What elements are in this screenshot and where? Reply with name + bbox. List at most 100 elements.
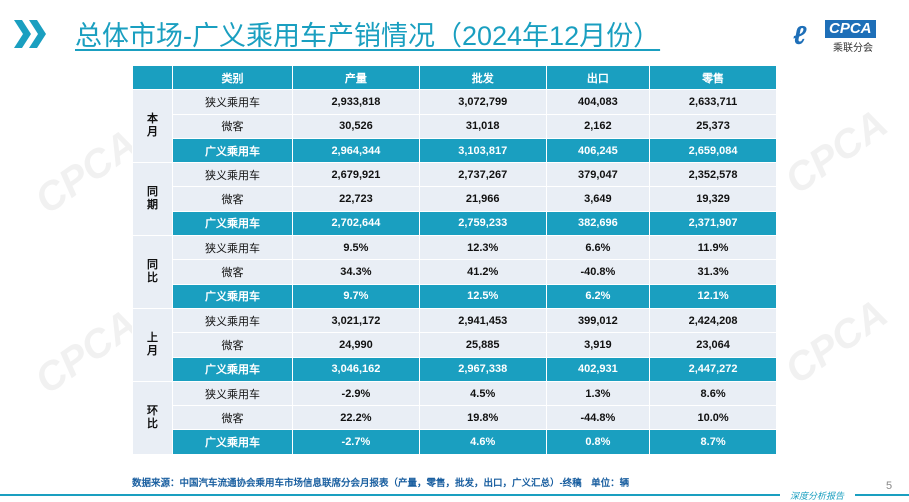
value-cell: -2.7% xyxy=(292,429,420,455)
value-cell: 24,990 xyxy=(292,332,420,358)
table-header: 类别 产量 批发 出口 零售 xyxy=(132,64,777,91)
column-header: 产量 xyxy=(292,64,420,91)
value-cell: 9.7% xyxy=(292,283,420,309)
watermark: CPCA xyxy=(27,301,146,403)
value-cell: 12.3% xyxy=(418,235,547,261)
value-cell: 9.5% xyxy=(292,235,420,261)
value-cell: 41.2% xyxy=(418,259,547,285)
value-cell: 22.2% xyxy=(292,405,420,431)
value-cell: 4.5% xyxy=(418,380,547,407)
value-cell: 30,526 xyxy=(292,113,420,139)
category-cell: 微客 xyxy=(172,186,293,212)
value-cell: 25,373 xyxy=(649,113,777,139)
value-cell: 404,083 xyxy=(545,89,651,115)
value-cell: 25,885 xyxy=(418,332,547,358)
footer-divider xyxy=(855,494,909,496)
footer-divider xyxy=(0,494,780,496)
value-cell: 6.2% xyxy=(545,283,651,309)
value-cell: 31,018 xyxy=(418,113,547,139)
column-header: 出口 xyxy=(545,64,651,91)
value-cell: 19,329 xyxy=(649,186,777,212)
value-cell: 12.5% xyxy=(418,283,547,309)
column-header: 批发 xyxy=(418,64,547,91)
value-cell: 379,047 xyxy=(545,162,651,188)
value-cell: 2,633,711 xyxy=(649,89,777,115)
data-source-note: 数据来源：中国汽车流通协会乘用车市场信息联席分会月报表（产量，零售，批发，出口，… xyxy=(132,478,630,489)
category-cell: 狭义乘用车 xyxy=(172,380,293,407)
column-header xyxy=(132,64,173,91)
value-cell: 12.1% xyxy=(649,283,777,309)
table-row: 微客 22.2% 19.8% -44.8% 10.0% xyxy=(133,405,777,431)
value-cell: 2,371,907 xyxy=(649,210,777,237)
table-row: 微客 30,526 31,018 2,162 25,373 xyxy=(133,113,777,139)
table-row: 广义乘用车 2,964,344 3,103,817 406,245 2,659,084 xyxy=(133,137,777,164)
value-cell: 382,696 xyxy=(545,210,651,237)
column-header: 类别 xyxy=(172,64,293,91)
value-cell: 2,679,921 xyxy=(292,162,420,188)
group-label: 上月 xyxy=(132,307,173,382)
group-label: 同期 xyxy=(132,162,173,237)
value-cell: 399,012 xyxy=(545,307,651,334)
value-cell: 2,967,338 xyxy=(418,356,547,382)
value-cell: 10.0% xyxy=(649,405,777,431)
category-cell: 微客 xyxy=(172,259,293,285)
value-cell: 2,964,344 xyxy=(292,137,420,164)
value-cell: 8.7% xyxy=(649,429,777,455)
page-number: 5 xyxy=(886,480,893,492)
table-row: 同比狭义乘用车 9.5% 12.3% 6.6% 11.9% xyxy=(132,235,777,309)
column-header: 零售 xyxy=(649,64,777,91)
value-cell: 2,933,818 xyxy=(292,89,420,115)
table-row: 本月狭义乘用车 2,933,818 3,072,799 404,083 2,633,71… xyxy=(132,89,777,164)
table-row: 微客 34.3% 41.2% -40.8% 31.3% xyxy=(133,259,777,285)
category-cell: 狭义乘用车 xyxy=(172,235,293,261)
group-label: 环比 xyxy=(132,380,173,455)
value-cell: 3,072,799 xyxy=(418,89,547,115)
category-cell: 广义乘用车 xyxy=(172,137,293,164)
value-cell: 22,723 xyxy=(292,186,420,212)
sales-table: 类别 产量 批发 出口 零售 本月狭义乘用车 2,933,818 3,072,799 404,… xyxy=(132,64,777,455)
value-cell: 2,737,267 xyxy=(418,162,547,188)
category-cell: 狭义乘用车 xyxy=(172,162,293,188)
table-row: 广义乘用车 9.7% 12.5% 6.2% 12.1% xyxy=(133,283,777,309)
category-cell: 狭义乘用车 xyxy=(172,307,293,334)
value-cell: 2,424,208 xyxy=(649,307,777,334)
table-row: 微客 24,990 25,885 3,919 23,064 xyxy=(133,332,777,358)
table-row: 广义乘用车 3,046,162 2,967,338 402,931 2,447,272 xyxy=(133,356,777,382)
value-cell: 2,162 xyxy=(545,113,651,139)
value-cell: 23,064 xyxy=(649,332,777,358)
value-cell: 3,021,172 xyxy=(292,307,420,334)
watermark: CPCA xyxy=(777,291,896,393)
cpca-logo: ℓ CPCA 乘联分会 xyxy=(793,20,903,54)
table-row: 同期狭义乘用车 2,679,921 2,737,267 379,047 2,352,57… xyxy=(132,162,777,237)
page-title: 总体市场-广义乘用车产销情况（2024年12月份） xyxy=(75,21,661,51)
value-cell: 2,941,453 xyxy=(418,307,547,334)
value-cell: 8.6% xyxy=(649,380,777,407)
category-cell: 广义乘用车 xyxy=(172,356,293,382)
chevron-right-icon xyxy=(14,20,46,48)
table-row: 环比狭义乘用车 -2.9% 4.5% 1.3% 8.6% xyxy=(132,380,777,455)
category-cell: 狭义乘用车 xyxy=(172,89,293,115)
value-cell: 19.8% xyxy=(418,405,547,431)
category-cell: 广义乘用车 xyxy=(172,210,293,237)
value-cell: 6.6% xyxy=(545,235,651,261)
value-cell: 2,352,578 xyxy=(649,162,777,188)
category-cell: 微客 xyxy=(172,332,293,358)
value-cell: 3,919 xyxy=(545,332,651,358)
value-cell: 34.3% xyxy=(292,259,420,285)
value-cell: 2,659,084 xyxy=(649,137,777,164)
value-cell: 2,702,644 xyxy=(292,210,420,237)
value-cell: 406,245 xyxy=(545,137,651,164)
value-cell: 3,046,162 xyxy=(292,356,420,382)
value-cell: -44.8% xyxy=(545,405,651,431)
value-cell: 0.8% xyxy=(545,429,651,455)
table-row: 微客 22,723 21,966 3,649 19,329 xyxy=(133,186,777,212)
value-cell: 4.6% xyxy=(418,429,547,455)
value-cell: 11.9% xyxy=(649,235,777,261)
logo-mark-icon: ℓ xyxy=(793,20,807,50)
watermark: CPCA xyxy=(27,121,146,223)
value-cell: 31.3% xyxy=(649,259,777,285)
value-cell: 3,103,817 xyxy=(418,137,547,164)
category-cell: 广义乘用车 xyxy=(172,283,293,309)
value-cell: 1.3% xyxy=(545,380,651,407)
group-label: 本月 xyxy=(132,89,173,164)
